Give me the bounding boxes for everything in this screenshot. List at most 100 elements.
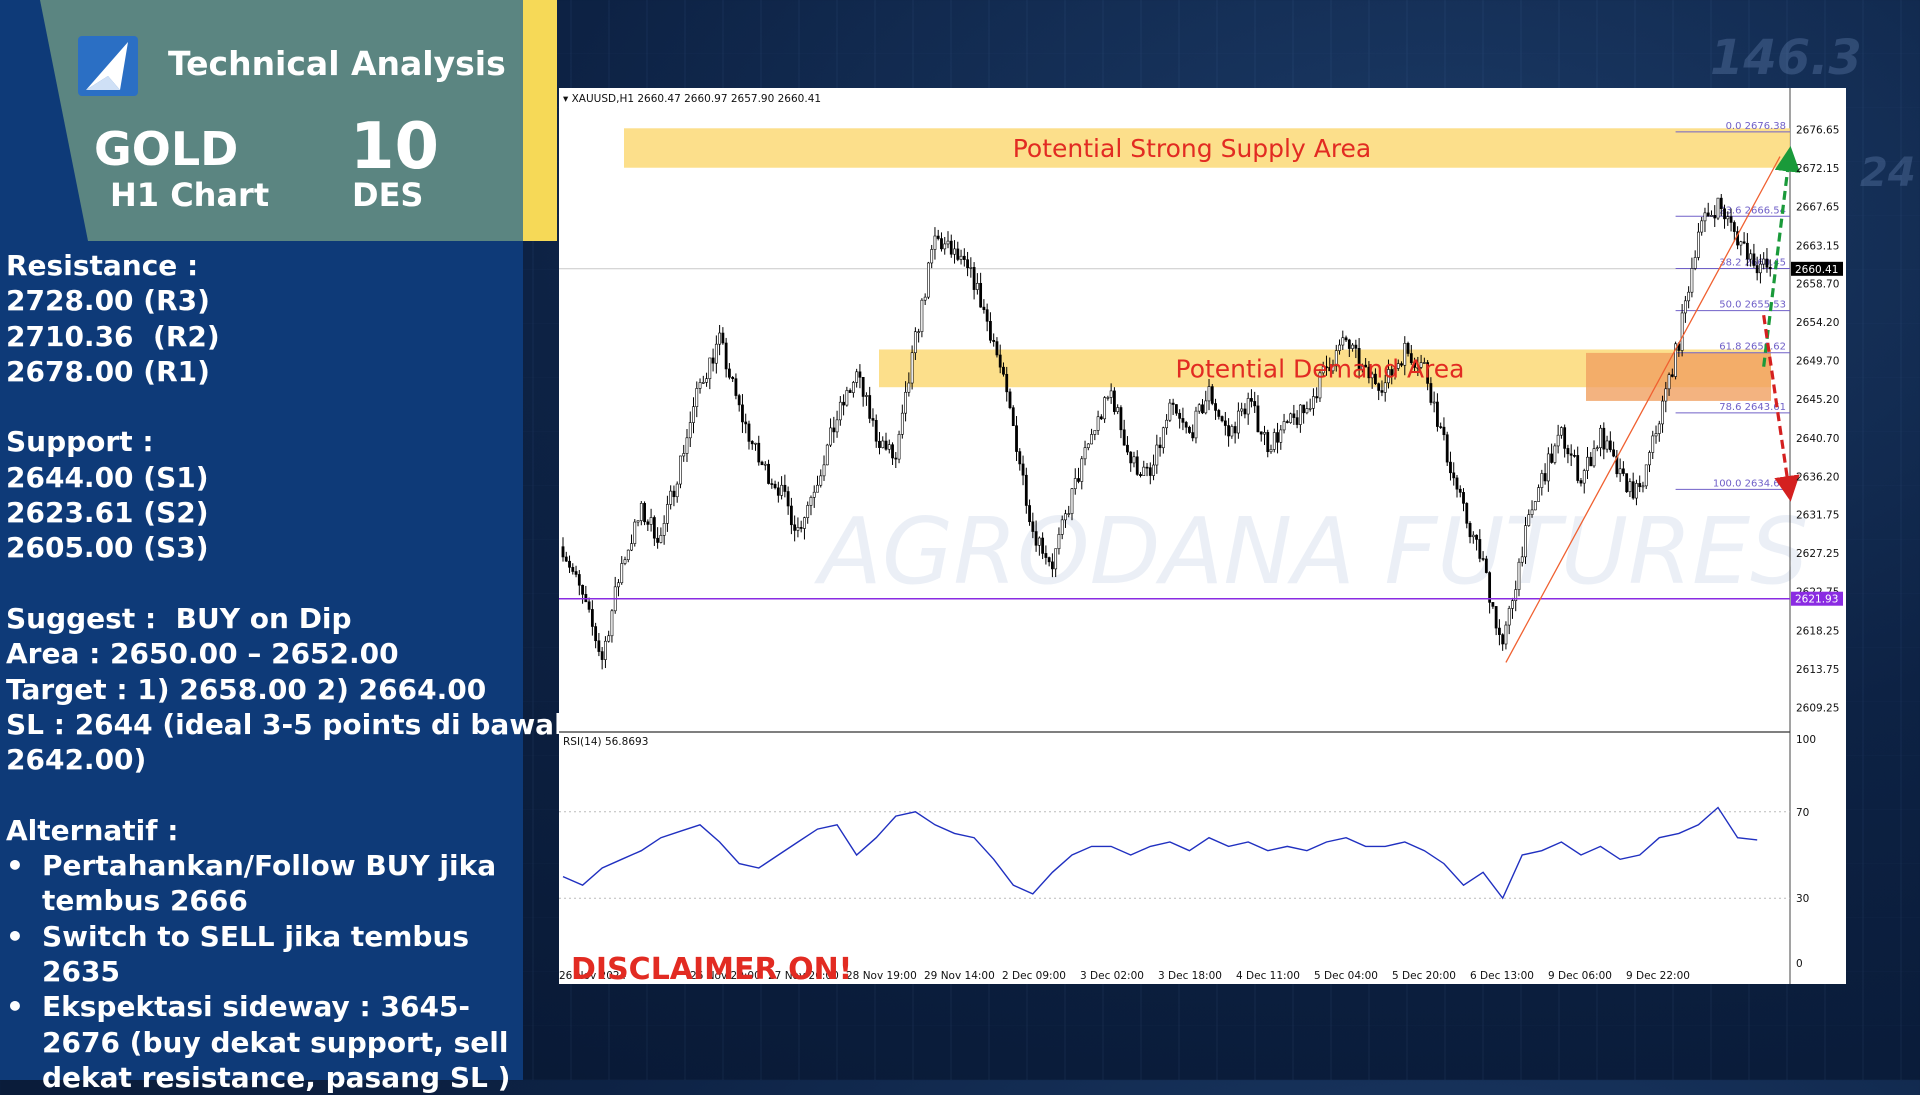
candle-body xyxy=(1736,231,1739,246)
candle-body xyxy=(724,342,728,370)
candle-body xyxy=(1328,367,1332,372)
candle-body xyxy=(943,243,947,250)
header-title: Technical Analysis xyxy=(168,44,506,83)
candle-body xyxy=(868,395,872,419)
candle-body xyxy=(701,382,705,384)
candle-body xyxy=(773,483,777,489)
candle-body xyxy=(796,527,800,531)
candle-body xyxy=(1240,408,1244,412)
candle-body xyxy=(1481,558,1485,560)
candle-body xyxy=(737,395,741,406)
candle-body xyxy=(1599,427,1602,448)
candle-body xyxy=(953,248,956,255)
candle-body xyxy=(1129,451,1133,464)
candle-body xyxy=(907,382,911,393)
candle-body xyxy=(1455,477,1459,490)
candle-body xyxy=(1612,449,1616,457)
candle-body xyxy=(1318,372,1322,399)
candle-body xyxy=(620,563,624,584)
candle-body xyxy=(594,626,598,642)
candle-body xyxy=(1589,456,1593,467)
candle-body xyxy=(1155,444,1159,466)
alternatives-title: Alternatif : xyxy=(6,813,179,847)
candle-body xyxy=(666,504,669,524)
candle-body xyxy=(1096,416,1100,431)
candle-body xyxy=(679,455,682,485)
candle-body xyxy=(838,401,842,421)
candle-body xyxy=(577,574,581,586)
candle-body xyxy=(917,331,921,333)
candle-body xyxy=(1739,241,1743,246)
candle-body xyxy=(972,267,976,290)
candle-body xyxy=(1674,343,1677,377)
candle-body xyxy=(1654,433,1658,437)
alternatives-list: Pertahankan/Follow BUY jika tembus 2666 … xyxy=(6,848,516,1095)
candle-body xyxy=(1439,426,1443,428)
candle-body xyxy=(1504,624,1508,645)
y-tick-label: 2609.25 xyxy=(1796,702,1839,714)
candle-body xyxy=(1119,407,1123,431)
x-tick-label: 29 Nov 14:00 xyxy=(924,970,995,982)
support-title: Support : xyxy=(6,425,154,459)
candle-body xyxy=(1452,472,1456,479)
candle-body xyxy=(1635,483,1638,499)
candle-body xyxy=(1498,627,1501,635)
candle-body xyxy=(1638,483,1642,488)
candle-body xyxy=(1266,432,1270,453)
y-tick-label: 2649.70 xyxy=(1796,356,1839,368)
candle-body xyxy=(741,404,744,423)
candle-body xyxy=(949,240,953,255)
candle-body xyxy=(842,401,845,406)
candle-body xyxy=(1409,353,1413,364)
candle-body xyxy=(692,406,695,423)
candle-body xyxy=(763,463,767,466)
candle-body xyxy=(1700,220,1704,233)
candle-body xyxy=(659,535,663,543)
candle-body xyxy=(1073,478,1077,490)
candle-body xyxy=(1227,425,1230,437)
candle-body xyxy=(574,571,578,575)
resistance-title: Resistance : xyxy=(6,249,199,282)
candle-body xyxy=(1670,374,1674,377)
candle-body xyxy=(1687,291,1691,302)
candle-body xyxy=(1080,458,1084,482)
candle-body xyxy=(1188,426,1191,433)
candle-body xyxy=(1413,362,1416,368)
candle-body xyxy=(1334,350,1338,367)
candle-body xyxy=(747,423,751,442)
target-text: Target : 1) 2658.00 2) 2664.00 xyxy=(6,672,487,706)
resistance-r3: 2728.00 (R3) xyxy=(6,284,210,318)
candle-body xyxy=(874,420,878,442)
candle-body xyxy=(1524,525,1527,558)
candle-body xyxy=(1070,488,1074,514)
candle-body xyxy=(727,368,731,378)
candle-body xyxy=(1354,344,1358,349)
candle-body xyxy=(1037,537,1041,546)
candle-body xyxy=(995,341,999,356)
candle-body xyxy=(1132,456,1136,464)
candle-body xyxy=(1641,485,1645,488)
candle-body xyxy=(623,559,627,564)
candle-body xyxy=(1217,410,1221,417)
candle-body xyxy=(1256,405,1260,433)
candle-body xyxy=(1207,386,1211,402)
candle-body xyxy=(564,556,568,562)
y-tick-label: 2672.15 xyxy=(1796,163,1839,175)
candle-body xyxy=(992,339,996,342)
candle-body xyxy=(933,235,937,250)
candle-body xyxy=(1693,257,1697,269)
candle-body xyxy=(754,442,757,445)
candle-body xyxy=(1716,197,1720,219)
candle-body xyxy=(1533,501,1537,511)
candle-body xyxy=(1064,513,1067,521)
candle-body xyxy=(975,282,979,290)
candle-body xyxy=(1126,444,1129,453)
candle-body xyxy=(881,440,885,448)
x-tick-label: 5 Dec 20:00 xyxy=(1392,970,1456,982)
candle-body xyxy=(1556,434,1560,447)
x-tick-label: 27 Nov 20:00 xyxy=(768,970,839,982)
disclaimer-text: DISCLAIMER ON! xyxy=(571,952,852,984)
candle-body xyxy=(861,376,865,397)
candle-body xyxy=(1406,342,1410,354)
candle-body xyxy=(1044,553,1048,558)
